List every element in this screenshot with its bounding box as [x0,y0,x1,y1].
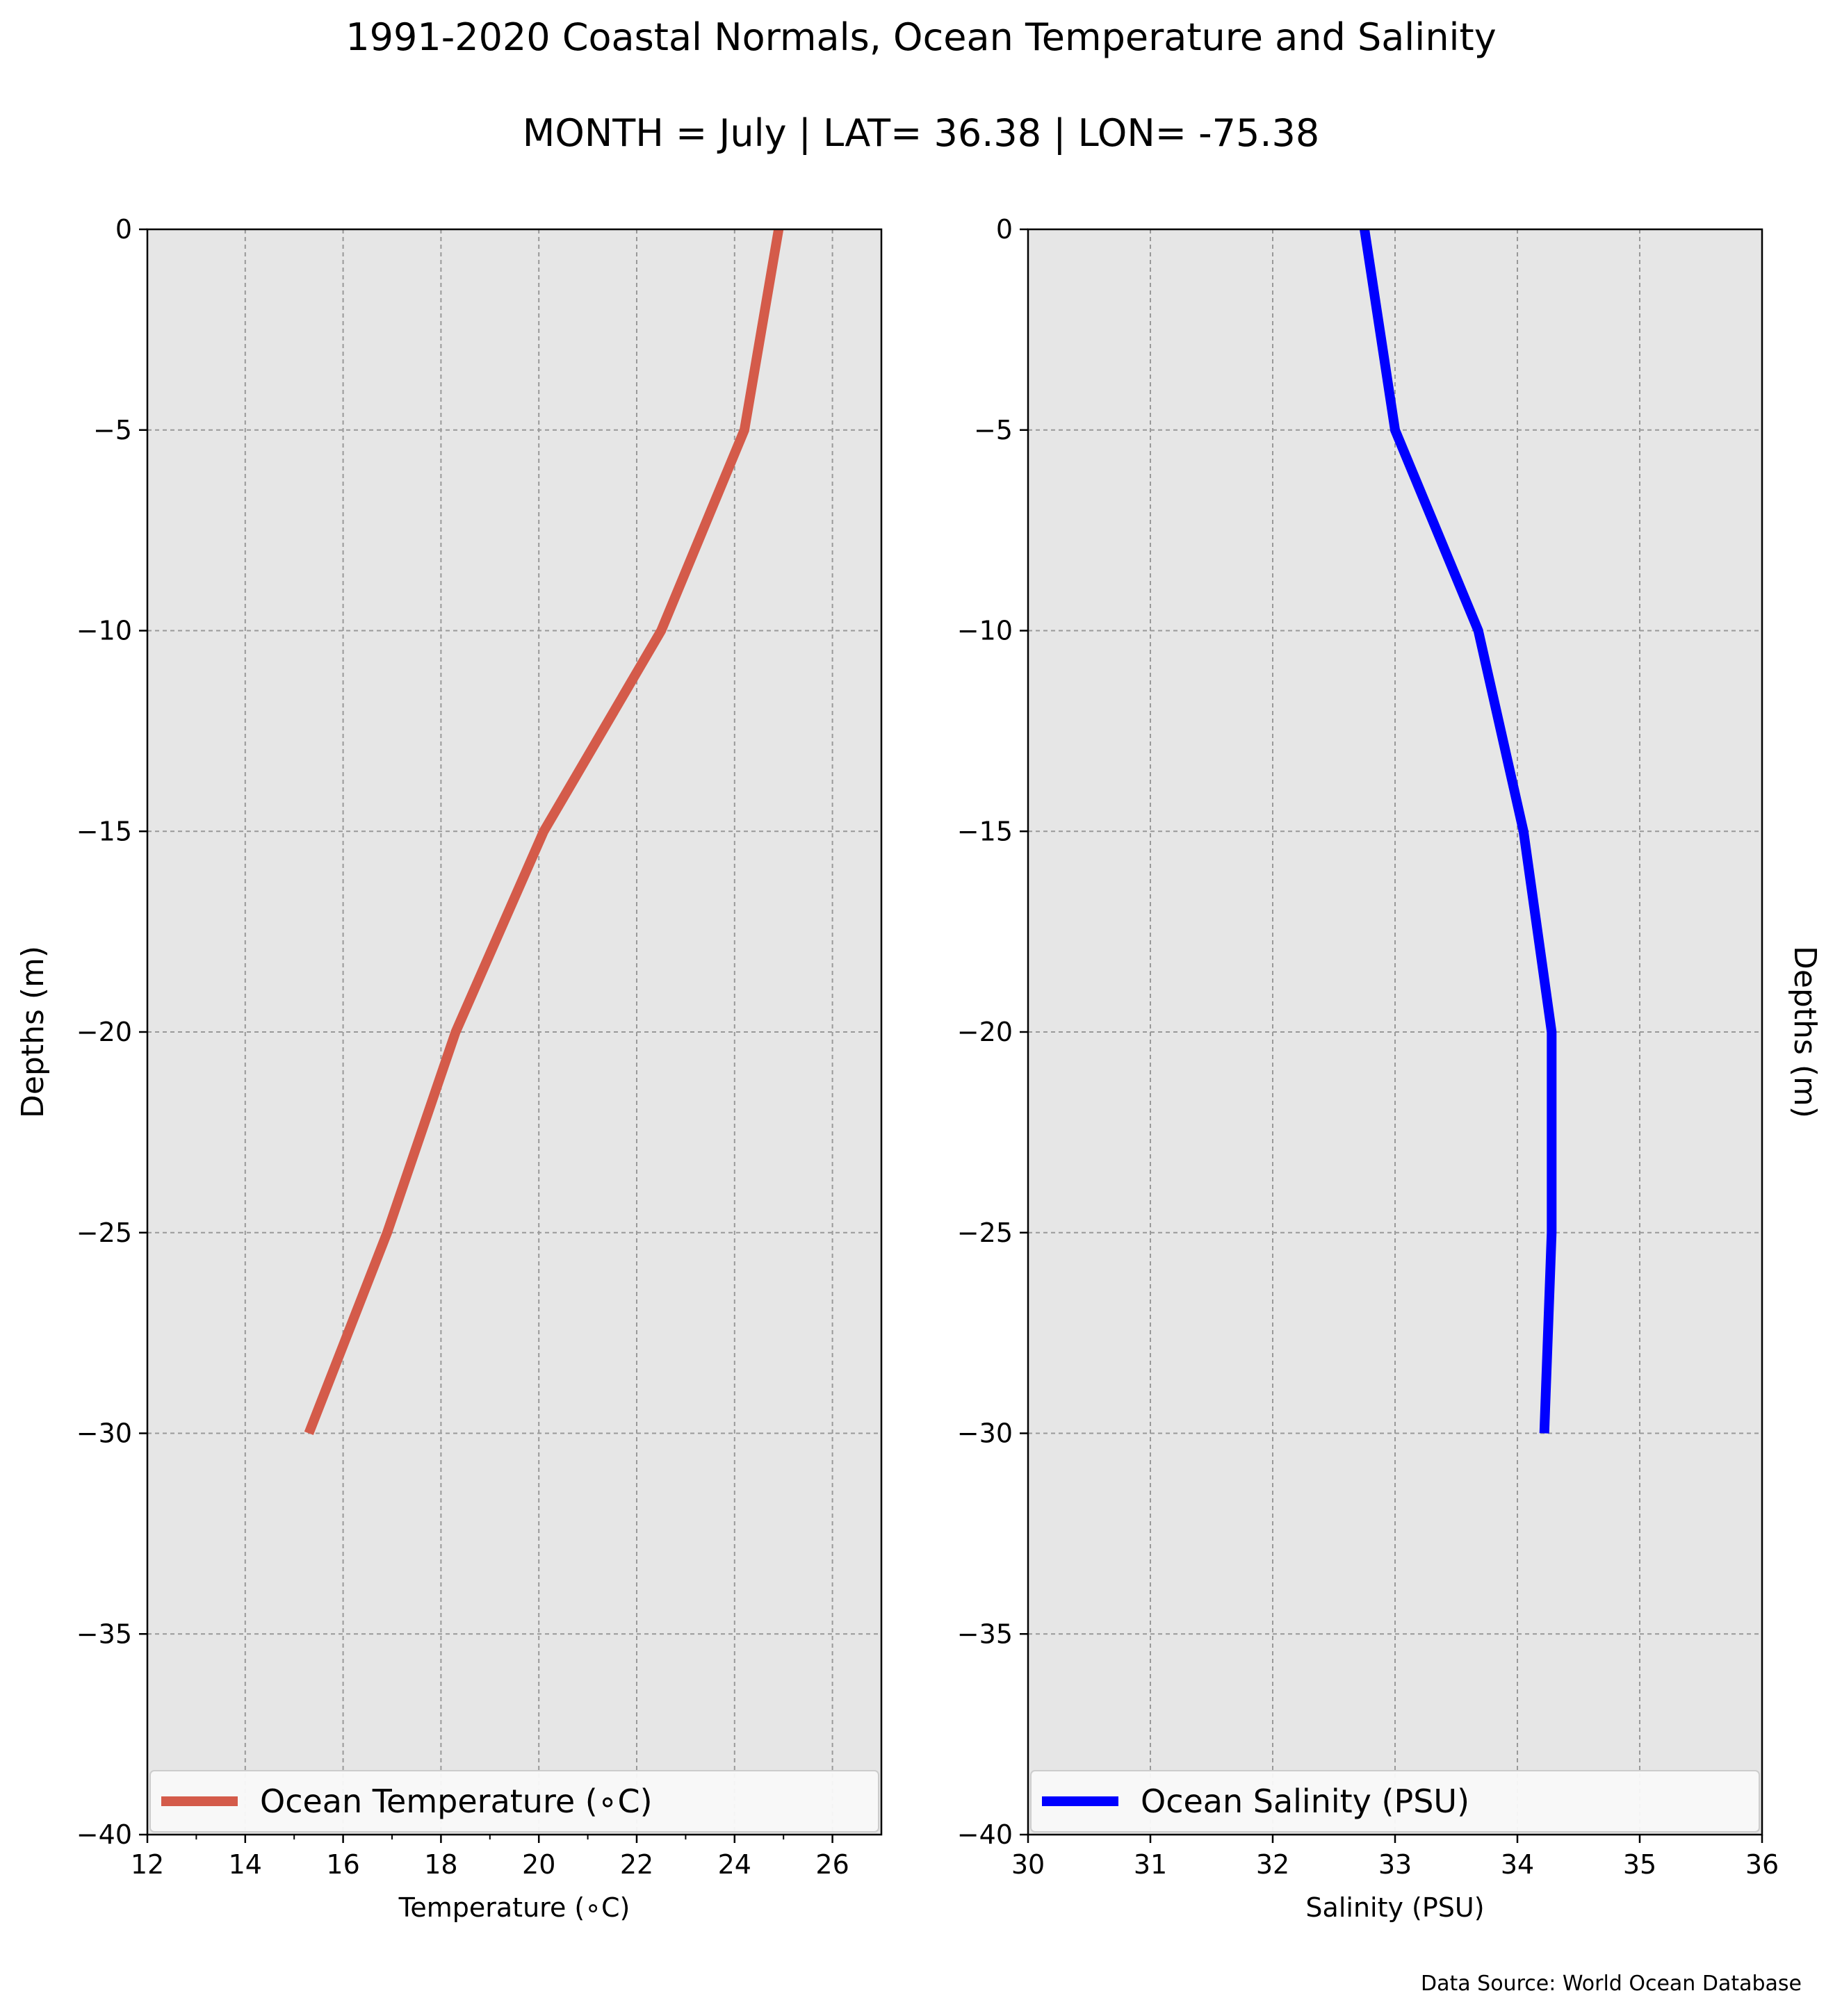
temperature-panel: 12 14 16 18 20 22 24 26 0 −5 −10 −15 −20 −25 −30 −35 −40… [15,214,883,1923]
temperature-x-tick-label: 14 [229,1849,262,1880]
salinity-y-axis-label: Depths (m) [1787,946,1823,1118]
temperature-x-tick-label: 16 [326,1849,359,1880]
salinity-x-tick-label: 31 [1134,1849,1167,1880]
salinity-x-tick-label: 32 [1256,1849,1289,1880]
salinity-y-tick-label: −20 [957,1017,1013,1047]
temperature-x-tick-label: 22 [620,1849,653,1880]
temperature-x-tick-label: 20 [522,1849,555,1880]
temperature-y-tick-label: 0 [115,214,132,245]
salinity-x-tick-label: 36 [1745,1849,1779,1880]
chart-title: 1991-2020 Coastal Normals, Ocean Tempera… [345,15,1496,59]
temperature-x-tick-label: 26 [815,1849,849,1880]
salinity-y-tick-label: 0 [996,214,1013,245]
salinity-y-tick-label: −35 [957,1618,1013,1649]
salinity-y-tick-label: −40 [957,1819,1013,1850]
salinity-y-tick-label: −15 [957,816,1013,846]
temperature-y-tick-label: −10 [76,616,132,646]
salinity-y-tick-label: −10 [957,616,1013,646]
temperature-legend: Ocean Temperature (∘C) [149,1770,879,1833]
salinity-x-tick-label: 30 [1011,1849,1045,1880]
salinity-x-tick-label: 34 [1501,1849,1534,1880]
temperature-y-tick-label: −30 [76,1418,132,1449]
temperature-x-tick-label: 18 [424,1849,457,1880]
temperature-y-tick-label: −35 [76,1618,132,1649]
temperature-x-axis-label: Temperature (∘C) [398,1892,630,1923]
temperature-legend-box [149,1770,879,1833]
temperature-y-axis-label: Depths (m) [15,946,51,1118]
temperature-y-tick-label: −20 [76,1017,132,1047]
salinity-legend: Ocean Salinity (PSU) [1030,1770,1760,1833]
temperature-x-tick-label: 24 [718,1849,751,1880]
temperature-legend-label: Ocean Temperature (∘C) [260,1783,653,1820]
temperature-y-tick-label: −5 [93,415,132,445]
temperature-y-tick-label: −40 [76,1819,132,1850]
salinity-legend-label: Ocean Salinity (PSU) [1141,1783,1469,1820]
temperature-y-tick-label: −25 [76,1218,132,1248]
temperature-x-tick-label: 12 [131,1849,164,1880]
salinity-x-tick-label: 33 [1378,1849,1412,1880]
salinity-x-axis-label: Salinity (PSU) [1305,1892,1484,1923]
salinity-x-tick-label: 35 [1623,1849,1656,1880]
chart-subtitle: MONTH = July | LAT= 36.38 | LON= -75.38 [523,111,1319,155]
salinity-y-tick-label: −30 [957,1418,1013,1449]
salinity-y-tick-label: −5 [974,415,1013,445]
salinity-y-tick-label: −25 [957,1218,1013,1248]
temperature-y-tick-label: −15 [76,816,132,846]
data-source-note: Data Source: World Ocean Database [1421,1972,1802,1996]
salinity-legend-box [1030,1770,1760,1833]
salinity-panel: 30 31 32 33 34 35 36 0 −5 −10 −15 −20 −25 −30 −35 −40 Sa… [957,214,1823,1923]
